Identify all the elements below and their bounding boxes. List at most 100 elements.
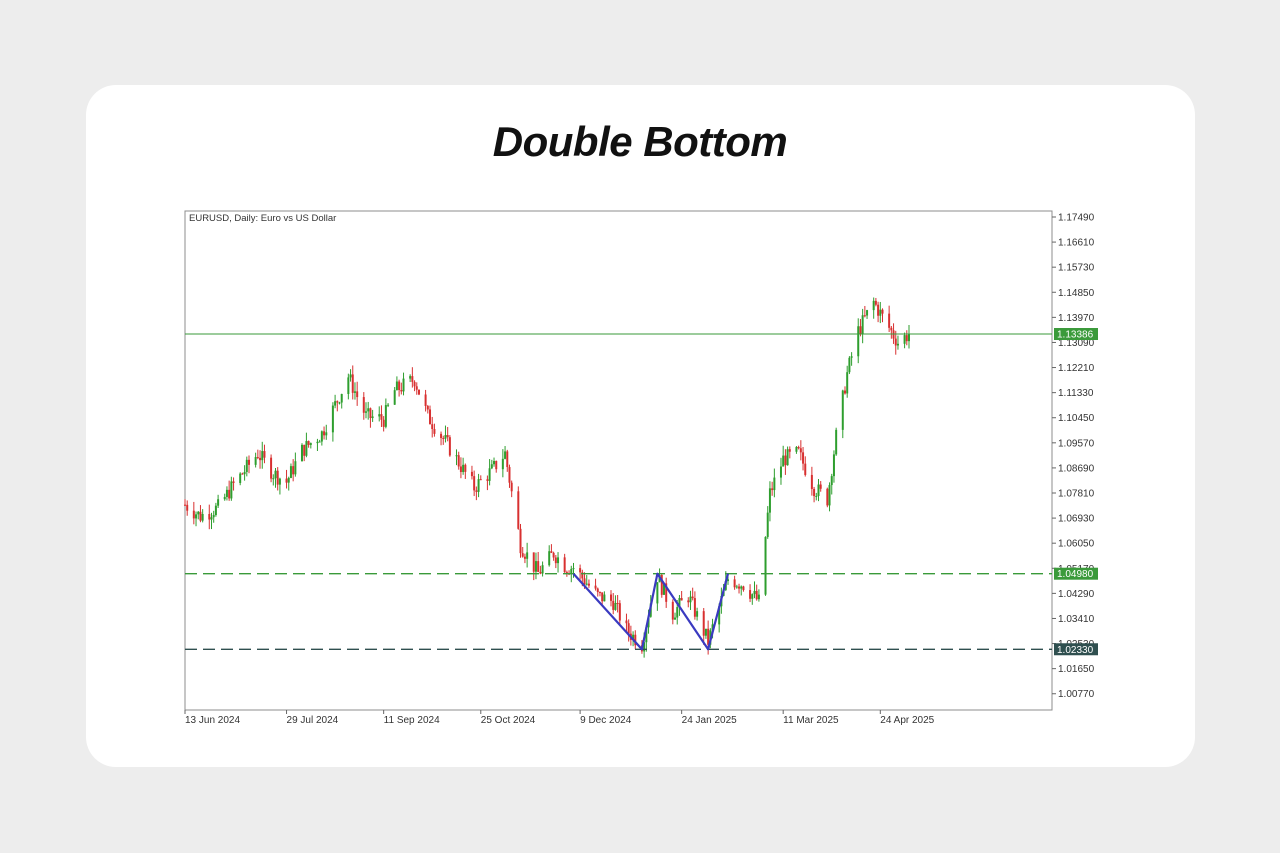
candle-down (826, 488, 829, 506)
candle-up (210, 517, 213, 520)
candle-down (819, 484, 822, 489)
candle-down (446, 435, 449, 438)
candle-down (440, 433, 443, 438)
candle-down (905, 335, 908, 342)
candle-down (415, 386, 418, 390)
candle-down (192, 510, 195, 519)
candle-up (254, 457, 257, 465)
candle-down (707, 628, 710, 645)
candle-down (843, 390, 846, 394)
candle-down (797, 447, 800, 449)
candle-up (214, 505, 217, 516)
candle-down (228, 489, 231, 499)
candle-down (307, 441, 310, 445)
candle-down (802, 452, 805, 464)
candle-up (795, 447, 798, 452)
candle-down (618, 603, 621, 621)
y-tick-label: 1.17490 (1058, 212, 1095, 223)
candle-down (863, 315, 866, 317)
candle-down (417, 389, 420, 395)
candle-down (601, 592, 604, 602)
candle-down (448, 437, 451, 456)
candle-up (835, 429, 838, 455)
candle-up (753, 590, 756, 595)
candle-down (771, 488, 774, 491)
candle-down (738, 586, 741, 589)
y-tick-label: 1.12210 (1058, 363, 1095, 374)
candle-down (429, 409, 432, 425)
page-title: Double Bottom (492, 118, 788, 165)
y-tick-label: 1.00770 (1058, 689, 1095, 700)
candle-up (850, 356, 853, 358)
candle-up (846, 372, 849, 394)
candle-up (764, 536, 767, 595)
candle-up (740, 586, 743, 589)
candle-down (479, 479, 482, 481)
candle-down (424, 394, 427, 406)
candle-up (272, 478, 275, 480)
candle-up (239, 473, 242, 483)
candle-down (665, 583, 668, 602)
candle-up (338, 402, 341, 404)
x-tick-label: 13 Jun 2024 (185, 715, 240, 726)
candle-up (365, 411, 367, 413)
candle-up (674, 617, 677, 620)
candle-up (325, 432, 328, 436)
candle-down (894, 338, 897, 346)
candle-up (225, 489, 228, 497)
candle-down (398, 381, 401, 391)
candle-down (270, 457, 273, 479)
candle-up (704, 628, 707, 636)
candle-down (565, 572, 568, 574)
candle-down (382, 419, 385, 427)
candle-down (627, 623, 630, 634)
x-tick-label: 9 Dec 2024 (580, 715, 632, 726)
y-tick-label: 1.15730 (1058, 263, 1095, 274)
candle-up (217, 499, 220, 506)
candle-up (841, 390, 844, 430)
current-price-tag-label: 1.13386 (1057, 330, 1094, 341)
candle-down (579, 568, 582, 573)
candle-down (693, 598, 696, 617)
candle-down (459, 466, 462, 473)
candle-up (331, 405, 334, 433)
candle-up (195, 514, 198, 519)
candle-up (572, 568, 575, 570)
candle-up (294, 461, 297, 475)
candle-up (274, 470, 277, 479)
candle-down (184, 504, 186, 506)
neckline-tag (1054, 567, 1098, 580)
candle-up (243, 471, 246, 475)
candle-down (369, 408, 372, 419)
candle-down (470, 471, 473, 477)
x-tick-label: 11 Mar 2025 (783, 715, 839, 726)
y-tick-label: 1.14850 (1058, 288, 1095, 299)
candle-down (616, 602, 619, 604)
candle-down (521, 553, 524, 557)
candle-up (287, 477, 290, 483)
y-tick-label: 1.16610 (1058, 238, 1095, 249)
candle-down (351, 374, 354, 393)
candle-up (393, 390, 396, 405)
candle-up (872, 300, 875, 311)
candle-down (411, 376, 414, 382)
candle-down (276, 470, 279, 485)
candle-up (387, 404, 390, 406)
y-tick-label: 1.08690 (1058, 463, 1095, 474)
candle-down (594, 585, 597, 589)
candle-down (877, 304, 880, 316)
x-tick-label: 24 Jan 2025 (682, 715, 737, 726)
candle-up (223, 496, 226, 500)
candle-down (874, 300, 877, 305)
candle-up (773, 477, 776, 491)
candle-down (539, 571, 542, 574)
candle-down (413, 381, 416, 387)
candle-up (320, 431, 323, 442)
candle-down (598, 592, 601, 594)
candle-up (402, 378, 405, 392)
candle-up (676, 607, 679, 618)
candle-up (305, 441, 308, 456)
candle-down (473, 476, 476, 491)
candle-down (810, 474, 813, 489)
candle-up (316, 441, 319, 444)
